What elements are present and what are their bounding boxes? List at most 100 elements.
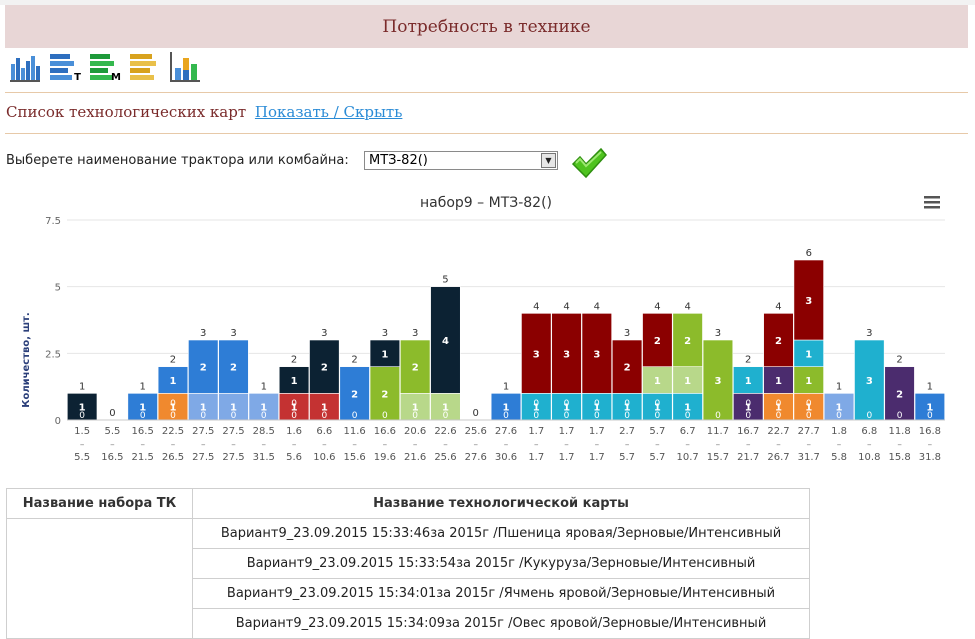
- segment-label: 1: [654, 403, 661, 414]
- bar-segment: [430, 286, 461, 394]
- table-row: Вариант9_23.09.2015 15:33:54за 2015г /Ку…: [7, 548, 810, 579]
- zero-label: 0: [897, 411, 903, 421]
- divider-top: [5, 92, 968, 93]
- total-label: 4: [533, 301, 539, 312]
- list-t-icon: [50, 54, 74, 80]
- bar-chart-button[interactable]: [8, 50, 42, 84]
- chart-menu-icon[interactable]: [924, 196, 940, 209]
- segment-label: 1: [745, 376, 752, 387]
- x-tick-dash: –: [897, 440, 902, 450]
- bar-segment: [763, 313, 794, 367]
- segment-label: 1: [805, 403, 812, 414]
- zero-label: 0: [321, 411, 327, 421]
- bar-segment: [66, 393, 98, 421]
- total-label: 3: [382, 328, 388, 339]
- x-tick-label-bottom: 21.5: [132, 452, 154, 463]
- segment-label: 1: [503, 403, 510, 414]
- bar-segment: [521, 313, 552, 394]
- bar-segment: [490, 393, 522, 421]
- zero-label: 0: [352, 411, 358, 421]
- segment-label: 1: [230, 403, 237, 414]
- y-tick-label: 0: [55, 416, 61, 427]
- column-chart-icon: [170, 52, 200, 82]
- x-tick-dash: –: [625, 440, 630, 450]
- zero-label: 0: [806, 411, 812, 421]
- x-tick-dash: –: [928, 440, 933, 450]
- zero-label: 0: [745, 399, 751, 409]
- zero-label: 0: [715, 411, 721, 421]
- total-label: 1: [927, 381, 933, 392]
- x-tick-label-top: 16.8: [919, 426, 941, 437]
- x-tick-label-top: 2.7: [619, 426, 635, 437]
- x-tick-dash: –: [231, 440, 236, 450]
- segment-label: 2: [230, 363, 237, 374]
- x-tick-label-top: 25.6: [465, 426, 487, 437]
- bar-segment: [793, 366, 824, 394]
- segment-label: 1: [169, 376, 176, 387]
- total-label: 2: [745, 355, 751, 366]
- total-label: 0: [473, 408, 479, 419]
- list-m-button[interactable]: M: [88, 50, 122, 84]
- column-chart-button[interactable]: [168, 50, 202, 84]
- tractor-select[interactable]: МТЗ-82() ▼: [364, 151, 558, 170]
- total-label: 1: [836, 381, 842, 392]
- x-tick-label-top: 16.5: [132, 426, 154, 437]
- bar-segment: [248, 393, 279, 421]
- segment-label: 1: [260, 403, 267, 414]
- bar-segment: [309, 339, 340, 394]
- bar-chart-icon: [10, 56, 40, 82]
- bar-segment: [400, 339, 431, 394]
- bar-segment: [642, 313, 673, 367]
- x-tick-label-top: 6.8: [861, 426, 877, 437]
- list-m-letter: M: [111, 72, 121, 83]
- x-tick-label-top: 11.6: [343, 426, 365, 437]
- bar-segment: [188, 339, 219, 394]
- zero-label: 0: [927, 411, 933, 421]
- total-label: 3: [230, 328, 236, 339]
- segment-label: 3: [866, 376, 873, 387]
- map-name-cell: Вариант9_23.09.2015 15:34:01за 2015г /Яч…: [192, 578, 810, 609]
- zero-label: 0: [261, 411, 267, 421]
- x-tick-label-top: 28.5: [253, 426, 275, 437]
- x-tick-label-top: 27.7: [798, 426, 820, 437]
- zero-label: 0: [382, 411, 388, 421]
- total-label: 5: [442, 275, 448, 286]
- bar-segment: [733, 393, 764, 421]
- x-tick-label-top: 1.7: [528, 426, 544, 437]
- x-tick-label-bottom: 31.5: [253, 452, 275, 463]
- bar-segment: [430, 393, 461, 421]
- x-tick-dash: –: [352, 440, 357, 450]
- show-hide-link[interactable]: Показать / Скрыть: [254, 103, 403, 121]
- confirm-button[interactable]: [570, 145, 608, 181]
- x-tick-label-top: 11.7: [707, 426, 729, 437]
- x-tick-label-bottom: 5.7: [649, 452, 665, 463]
- segment-label: 1: [926, 403, 933, 414]
- zero-label: 0: [291, 411, 297, 421]
- segment-label: 1: [291, 376, 298, 387]
- x-tick-label-bottom: 21.7: [737, 452, 759, 463]
- x-tick-dash: –: [534, 440, 539, 450]
- list-m-icon: [90, 54, 114, 80]
- chart-title: набор9 – МТЗ-82(): [420, 195, 552, 211]
- list-t-button[interactable]: T: [48, 50, 82, 84]
- bar-segment: [702, 339, 734, 421]
- segment-label: 3: [593, 349, 600, 360]
- zero-label: 0: [503, 411, 509, 421]
- zero-label: 0: [836, 411, 842, 421]
- zero-label: 0: [79, 411, 85, 421]
- x-tick-label-bottom: 30.6: [495, 452, 517, 463]
- segment-label: 4: [442, 336, 449, 347]
- x-tick-dash: –: [807, 440, 812, 450]
- total-label: 2: [170, 355, 176, 366]
- x-tick-dash: –: [443, 440, 448, 450]
- x-tick-label-top: 1.6: [286, 426, 302, 437]
- x-tick-label-top: 20.6: [404, 426, 426, 437]
- segment-label: 1: [442, 403, 449, 414]
- x-tick-label-bottom: 1.7: [528, 452, 544, 463]
- list-gold-button[interactable]: [128, 50, 162, 84]
- x-tick-label-top: 27.5: [192, 426, 214, 437]
- total-label: 1: [261, 381, 267, 392]
- chevron-down-icon[interactable]: ▼: [541, 153, 556, 168]
- total-label: 3: [866, 328, 872, 339]
- zero-label: 0: [745, 411, 751, 421]
